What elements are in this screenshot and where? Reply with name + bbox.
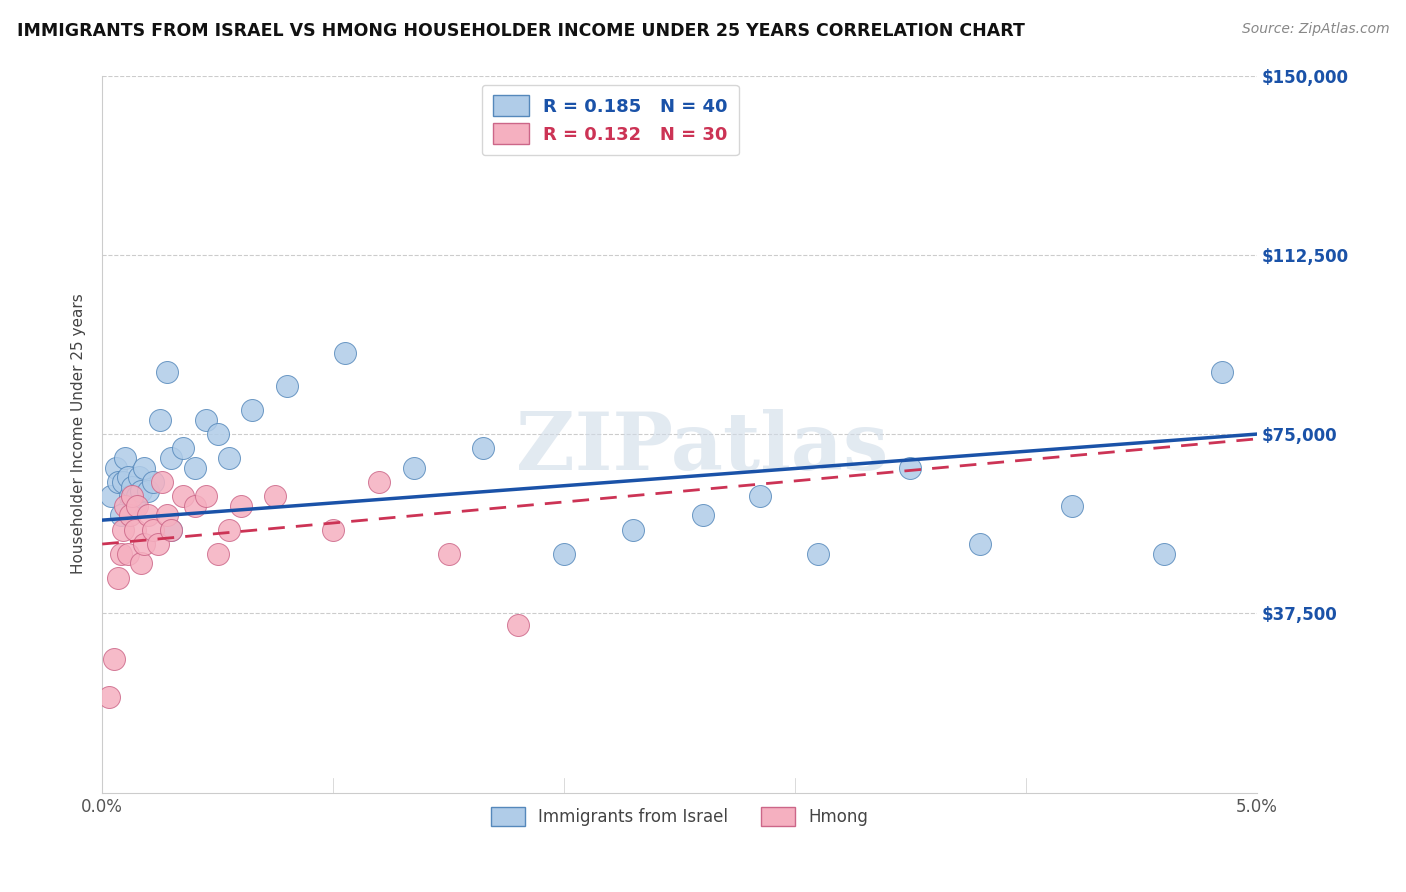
- Point: [156, 508, 179, 523]
- Point: [117, 547, 139, 561]
- Point: [131, 484, 153, 499]
- Point: [118, 508, 141, 523]
- Point: [125, 489, 148, 503]
- Point: [110, 547, 132, 561]
- Point: [195, 413, 218, 427]
- Point: [117, 470, 139, 484]
- Point: [229, 499, 252, 513]
- Point: [100, 489, 122, 503]
- Point: [138, 484, 160, 499]
- Point: [149, 413, 172, 427]
- Point: [121, 480, 143, 494]
- Point: [1062, 499, 1084, 513]
- Point: [368, 475, 391, 489]
- Point: [969, 537, 991, 551]
- Point: [110, 508, 132, 523]
- Point: [156, 365, 179, 379]
- Point: [276, 379, 298, 393]
- Point: [124, 499, 146, 513]
- Point: [553, 547, 575, 561]
- Point: [114, 499, 136, 513]
- Point: [621, 523, 644, 537]
- Point: [107, 475, 129, 489]
- Point: [103, 652, 125, 666]
- Point: [121, 489, 143, 503]
- Point: [142, 523, 165, 537]
- Point: [105, 460, 128, 475]
- Point: [218, 523, 240, 537]
- Point: [506, 618, 529, 632]
- Point: [118, 489, 141, 503]
- Point: [132, 537, 155, 551]
- Point: [132, 460, 155, 475]
- Point: [900, 460, 922, 475]
- Point: [1153, 547, 1175, 561]
- Point: [114, 450, 136, 465]
- Point: [402, 460, 425, 475]
- Point: [125, 499, 148, 513]
- Point: [138, 508, 160, 523]
- Text: ZIPatlas: ZIPatlas: [516, 409, 889, 487]
- Point: [146, 537, 169, 551]
- Point: [437, 547, 460, 561]
- Point: [218, 450, 240, 465]
- Legend: Immigrants from Israel, Hmong: Immigrants from Israel, Hmong: [482, 798, 876, 835]
- Point: [131, 556, 153, 570]
- Point: [240, 403, 263, 417]
- Point: [472, 442, 495, 456]
- Text: IMMIGRANTS FROM ISRAEL VS HMONG HOUSEHOLDER INCOME UNDER 25 YEARS CORRELATION CH: IMMIGRANTS FROM ISRAEL VS HMONG HOUSEHOL…: [17, 22, 1025, 40]
- Point: [1211, 365, 1233, 379]
- Point: [142, 475, 165, 489]
- Y-axis label: Householder Income Under 25 years: Householder Income Under 25 years: [72, 293, 86, 574]
- Point: [124, 523, 146, 537]
- Point: [107, 570, 129, 584]
- Point: [172, 442, 194, 456]
- Point: [692, 508, 714, 523]
- Point: [333, 346, 356, 360]
- Point: [98, 690, 121, 704]
- Point: [195, 489, 218, 503]
- Point: [111, 475, 134, 489]
- Point: [172, 489, 194, 503]
- Point: [160, 523, 183, 537]
- Point: [160, 450, 183, 465]
- Point: [749, 489, 772, 503]
- Point: [207, 427, 229, 442]
- Point: [160, 523, 183, 537]
- Point: [207, 547, 229, 561]
- Point: [150, 475, 173, 489]
- Point: [264, 489, 287, 503]
- Point: [183, 460, 205, 475]
- Text: Source: ZipAtlas.com: Source: ZipAtlas.com: [1241, 22, 1389, 37]
- Point: [128, 470, 150, 484]
- Point: [183, 499, 205, 513]
- Point: [111, 523, 134, 537]
- Point: [322, 523, 344, 537]
- Point: [807, 547, 830, 561]
